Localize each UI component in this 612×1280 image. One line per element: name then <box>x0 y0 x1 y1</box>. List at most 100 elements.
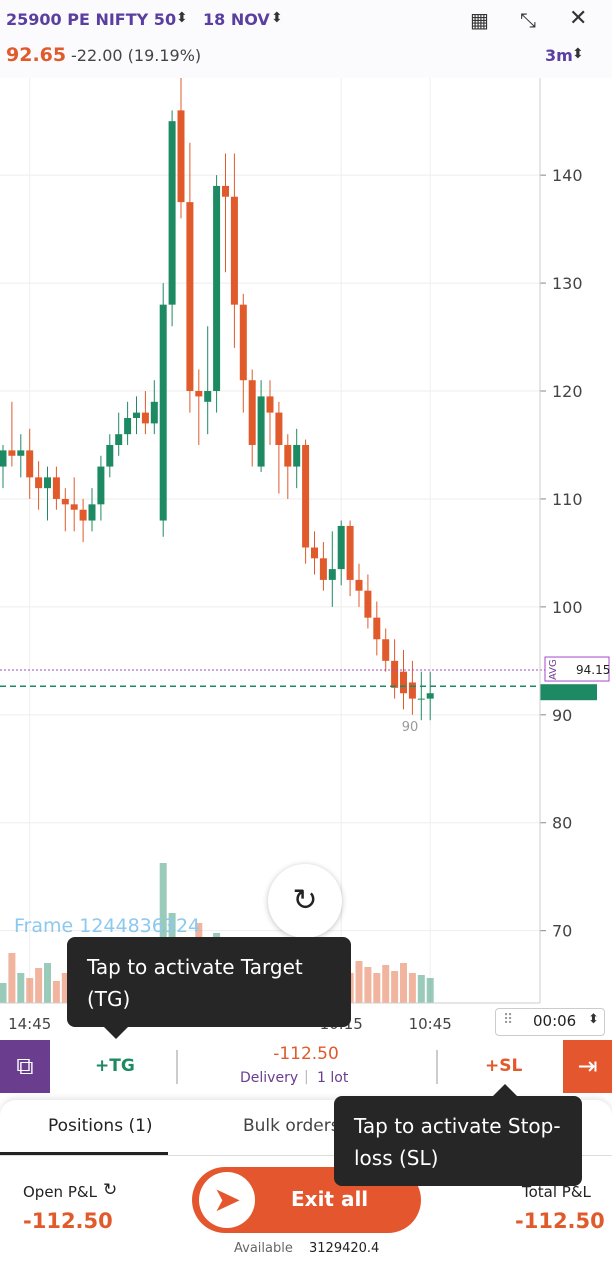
candle-body <box>35 477 43 489</box>
volume-bar <box>382 965 390 1003</box>
y-tick-label: 110 <box>552 490 583 509</box>
quantity: 1 lot <box>317 1070 349 1086</box>
candle-body <box>133 412 140 418</box>
open-pnl-label: Open P&L <box>23 1183 97 1201</box>
x-tick-label: 14:45 <box>8 1015 51 1033</box>
tab-underline <box>0 1152 168 1155</box>
volume-bar <box>159 863 167 1003</box>
timer: 00:06 <box>533 1012 577 1030</box>
total-pnl-label: Total P&L <box>522 1183 591 1201</box>
candle-body <box>248 380 256 445</box>
change: -22.00 (19.19%) <box>71 46 202 65</box>
candle-body <box>141 412 149 424</box>
stoploss-button[interactable]: +SL <box>485 1056 523 1076</box>
candle-body <box>302 444 310 548</box>
candle-body <box>8 450 16 456</box>
grid-icon[interactable]: ▦ <box>470 8 489 32</box>
volume-bar <box>17 973 25 1003</box>
candle-body <box>275 412 283 445</box>
volume-bar <box>52 981 60 1003</box>
drag-icon: ⠿ <box>503 1012 514 1028</box>
reload-button[interactable]: ↻ <box>268 864 342 938</box>
avg-value: 94.15 <box>576 663 610 677</box>
candle-body <box>17 450 25 456</box>
y-tick-label: 120 <box>552 382 583 401</box>
candle-body <box>293 444 301 467</box>
watermark: Frame 1244836324 <box>14 915 200 937</box>
tab[interactable]: Positions (1) <box>48 1116 153 1136</box>
avg-box <box>544 656 610 682</box>
divider <box>176 1050 178 1084</box>
candle-body <box>266 396 274 413</box>
volume-bar <box>35 968 43 1003</box>
candle-body <box>159 304 167 521</box>
volume-bar <box>0 983 7 1003</box>
sort-icon: ⬍ <box>176 10 188 26</box>
interval[interactable]: 3m <box>545 46 573 65</box>
candle-body <box>204 391 212 402</box>
volume-bar <box>408 973 416 1003</box>
candle-body <box>364 590 372 618</box>
position-pnl: -112.50 <box>273 1044 339 1064</box>
sort-icon: ⬍ <box>271 10 283 26</box>
volume-bar <box>400 963 407 1003</box>
copy-button[interactable]: ⧉ <box>0 1040 50 1093</box>
expiry[interactable]: 18 NOV <box>203 10 270 29</box>
candle-body <box>417 698 425 700</box>
available: 3129420.4 <box>309 1241 380 1256</box>
total-pnl: -112.50 <box>515 1209 605 1233</box>
candle-body <box>124 417 132 435</box>
volume-bar <box>8 953 16 1003</box>
y-tick-label: 80 <box>552 814 572 833</box>
candle-body <box>337 525 345 570</box>
divider <box>0 1155 612 1156</box>
collapse-icon[interactable]: ⤡ <box>520 8 536 32</box>
candle-body <box>106 444 114 467</box>
volume-bar <box>355 961 363 1003</box>
candle-body <box>346 525 354 580</box>
close-icon[interactable]: ✕ <box>569 6 588 31</box>
refresh-icon[interactable]: ↻ <box>103 1180 118 1200</box>
target-button[interactable]: +TG <box>95 1056 135 1076</box>
volume-bar <box>364 967 372 1003</box>
candle-body <box>177 110 185 203</box>
low-mark: 90 <box>402 720 419 735</box>
instrument[interactable]: 25900 PE NIFTY 50 <box>6 10 177 29</box>
candle-body <box>195 391 203 397</box>
exit-all-label[interactable]: Exit all <box>291 1187 369 1211</box>
candle-body <box>222 185 229 197</box>
y-tick-label: 130 <box>552 274 583 293</box>
candle-body <box>115 434 123 445</box>
candle-body <box>239 304 247 381</box>
exit-icon-button[interactable]: ⇥ <box>563 1040 612 1093</box>
candle-body <box>311 547 318 559</box>
candle-body <box>408 682 416 699</box>
y-tick-label: 70 <box>552 922 572 941</box>
stoploss-tooltip[interactable]: Tap to activate Stop-loss (SL) <box>334 1096 582 1186</box>
tooltip-arrow <box>493 1084 517 1096</box>
volume-bar <box>391 971 399 1003</box>
candle-body <box>88 504 96 521</box>
sort-icon: ⬍ <box>588 1012 599 1027</box>
candle-body <box>168 121 176 305</box>
target-tooltip[interactable]: Tap to activate Target (TG) <box>67 937 351 1027</box>
candle-body <box>79 509 87 521</box>
price: 92.65 <box>6 44 67 66</box>
candle-body <box>213 185 221 392</box>
candle-body <box>284 444 292 467</box>
candle-body <box>319 558 327 580</box>
candle-body <box>257 396 265 467</box>
send-icon: ➤ <box>199 1172 255 1228</box>
tab[interactable]: Bulk orders <box>243 1116 340 1136</box>
candle-body <box>400 671 407 694</box>
candle-body <box>61 498 69 505</box>
candle-body <box>186 202 194 392</box>
candle-body <box>0 450 7 467</box>
timer-box <box>495 1008 605 1036</box>
candle-body <box>230 196 238 305</box>
candle-body <box>391 660 399 688</box>
divider <box>436 1050 438 1084</box>
candle-body <box>426 693 434 699</box>
candle-body <box>355 579 363 591</box>
volume-bar <box>426 978 434 1003</box>
